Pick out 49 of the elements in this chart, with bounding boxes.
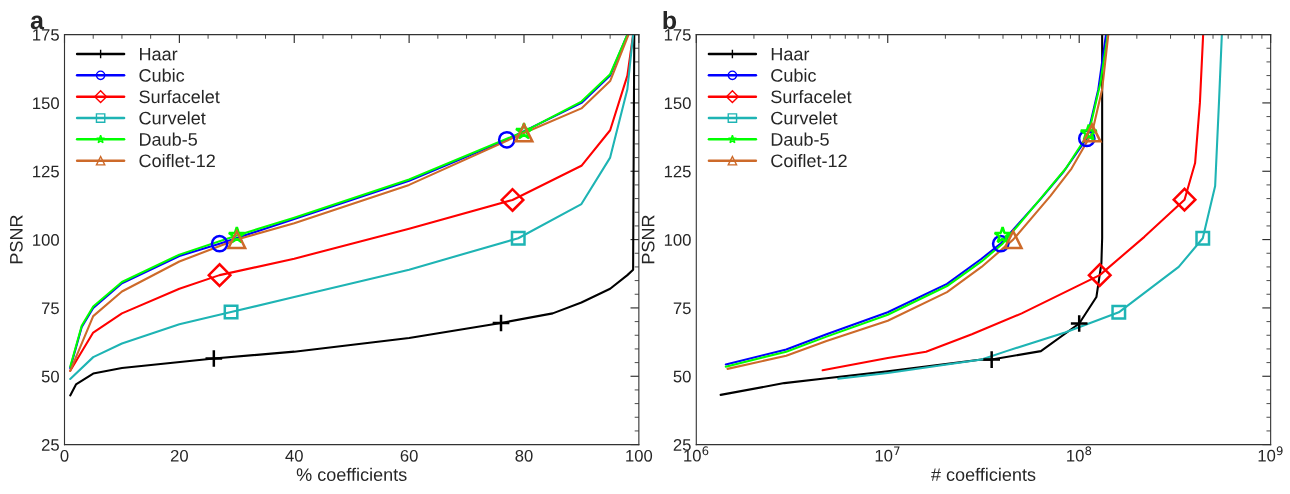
legend-label: Cubic	[139, 68, 185, 82]
x-tick-label: 20	[170, 449, 188, 462]
x-tick-label: 80	[515, 449, 533, 462]
legend-label: Daub-5	[140, 132, 197, 146]
legend-label: Daub-5	[771, 132, 829, 146]
y-tick-label: 50	[673, 370, 691, 383]
legend-label: Coiflet-12	[771, 153, 847, 168]
x-tick-label: 40	[285, 449, 303, 462]
legend-label: Surfacelet	[771, 89, 852, 104]
point	[497, 130, 516, 149]
y-tick-label: 175	[33, 29, 59, 41]
y-tick-label: 125	[33, 165, 59, 178]
y-tick-label: 100	[33, 233, 59, 246]
point	[204, 348, 224, 369]
legend-label: Cubic	[771, 68, 817, 82]
y-tick-label: 50	[41, 370, 59, 383]
x-axis-title: # coefficients	[931, 467, 1036, 482]
y-tick-label: 125	[664, 165, 691, 178]
chart-title: a	[30, 15, 45, 30]
x-tick-label: 100	[626, 449, 653, 462]
y-axis-title: PSNR	[9, 215, 23, 264]
legend-label: Curvelet	[771, 111, 838, 125]
y-tick-label: 75	[41, 302, 59, 315]
x-tick-label: 10$^{9}$	[1258, 446, 1283, 462]
point	[227, 230, 247, 250]
x-tick-label: 10$^{8}$	[1067, 446, 1092, 462]
y-tick-label: 100	[664, 233, 691, 246]
point	[223, 304, 239, 320]
y-axis-title: PSNR	[641, 215, 655, 264]
point	[491, 313, 511, 333]
x-tick-label: 10$^{7}$	[875, 446, 900, 462]
y-tick-label: 75	[673, 302, 691, 315]
x-tick-label: 60	[400, 449, 418, 462]
point	[207, 263, 232, 288]
point	[510, 230, 526, 246]
legend-label: Curvelet	[139, 111, 206, 125]
point	[210, 234, 229, 253]
y-tick-label: 25	[41, 439, 59, 451]
point	[500, 187, 525, 213]
legend-label: Surfacelet	[139, 89, 220, 104]
y-tick-label: 150	[33, 97, 59, 110]
x-tick-label: 0	[60, 449, 69, 462]
chart-title: b	[663, 10, 677, 30]
x-axis-title: % coefficients	[296, 467, 407, 482]
y-tick-label: 175	[664, 29, 691, 41]
legend-label: Haar	[771, 47, 810, 61]
legend-label: Coiflet-12	[139, 153, 215, 168]
legend-label: Haar	[140, 47, 178, 61]
y-tick-label: 150	[664, 97, 691, 110]
